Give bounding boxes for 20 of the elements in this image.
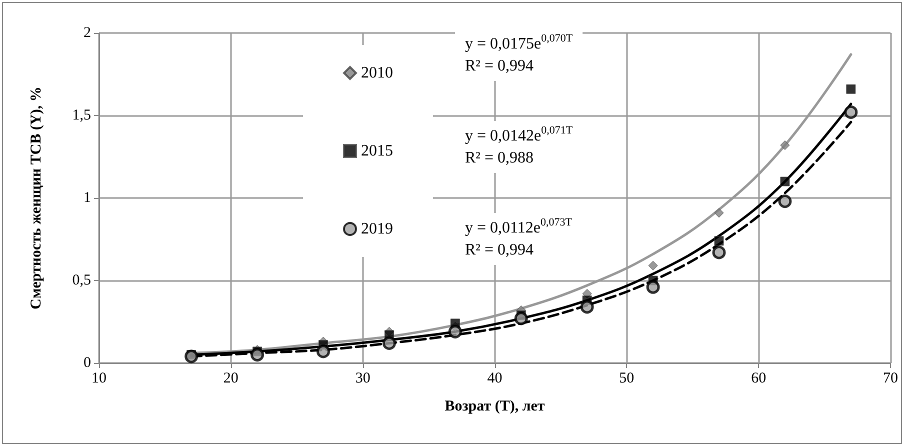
x-tick-label: 10 — [92, 370, 106, 386]
x-tick-label: 20 — [223, 370, 238, 386]
annotation: R² = 0,994 — [465, 58, 534, 74]
legend-label: 2015 — [361, 142, 393, 160]
x-axis-title: Возрат (T), лет — [444, 398, 546, 414]
y-tick-label: 2 — [84, 25, 91, 41]
y-axis-title: Смертность женщин ТСВ (Y), % — [28, 86, 44, 310]
x-tick-label: 30 — [355, 370, 370, 386]
legend-label: 2019 — [361, 220, 393, 238]
legend-label: 2010 — [361, 64, 393, 82]
x-tick-label: 60 — [751, 370, 766, 386]
annotation: R² = 0,994 — [465, 242, 534, 258]
y-tick-label: 0,5 — [72, 272, 91, 288]
x-tick-label: 50 — [619, 370, 634, 386]
y-tick-label: 1,5 — [72, 108, 91, 124]
annotation: R² = 0,988 — [465, 150, 534, 166]
x-tick-label: 70 — [883, 370, 898, 386]
y-tick-label: 1 — [84, 190, 91, 206]
y-tick-label: 0 — [84, 355, 91, 371]
x-tick-label: 40 — [487, 370, 502, 386]
